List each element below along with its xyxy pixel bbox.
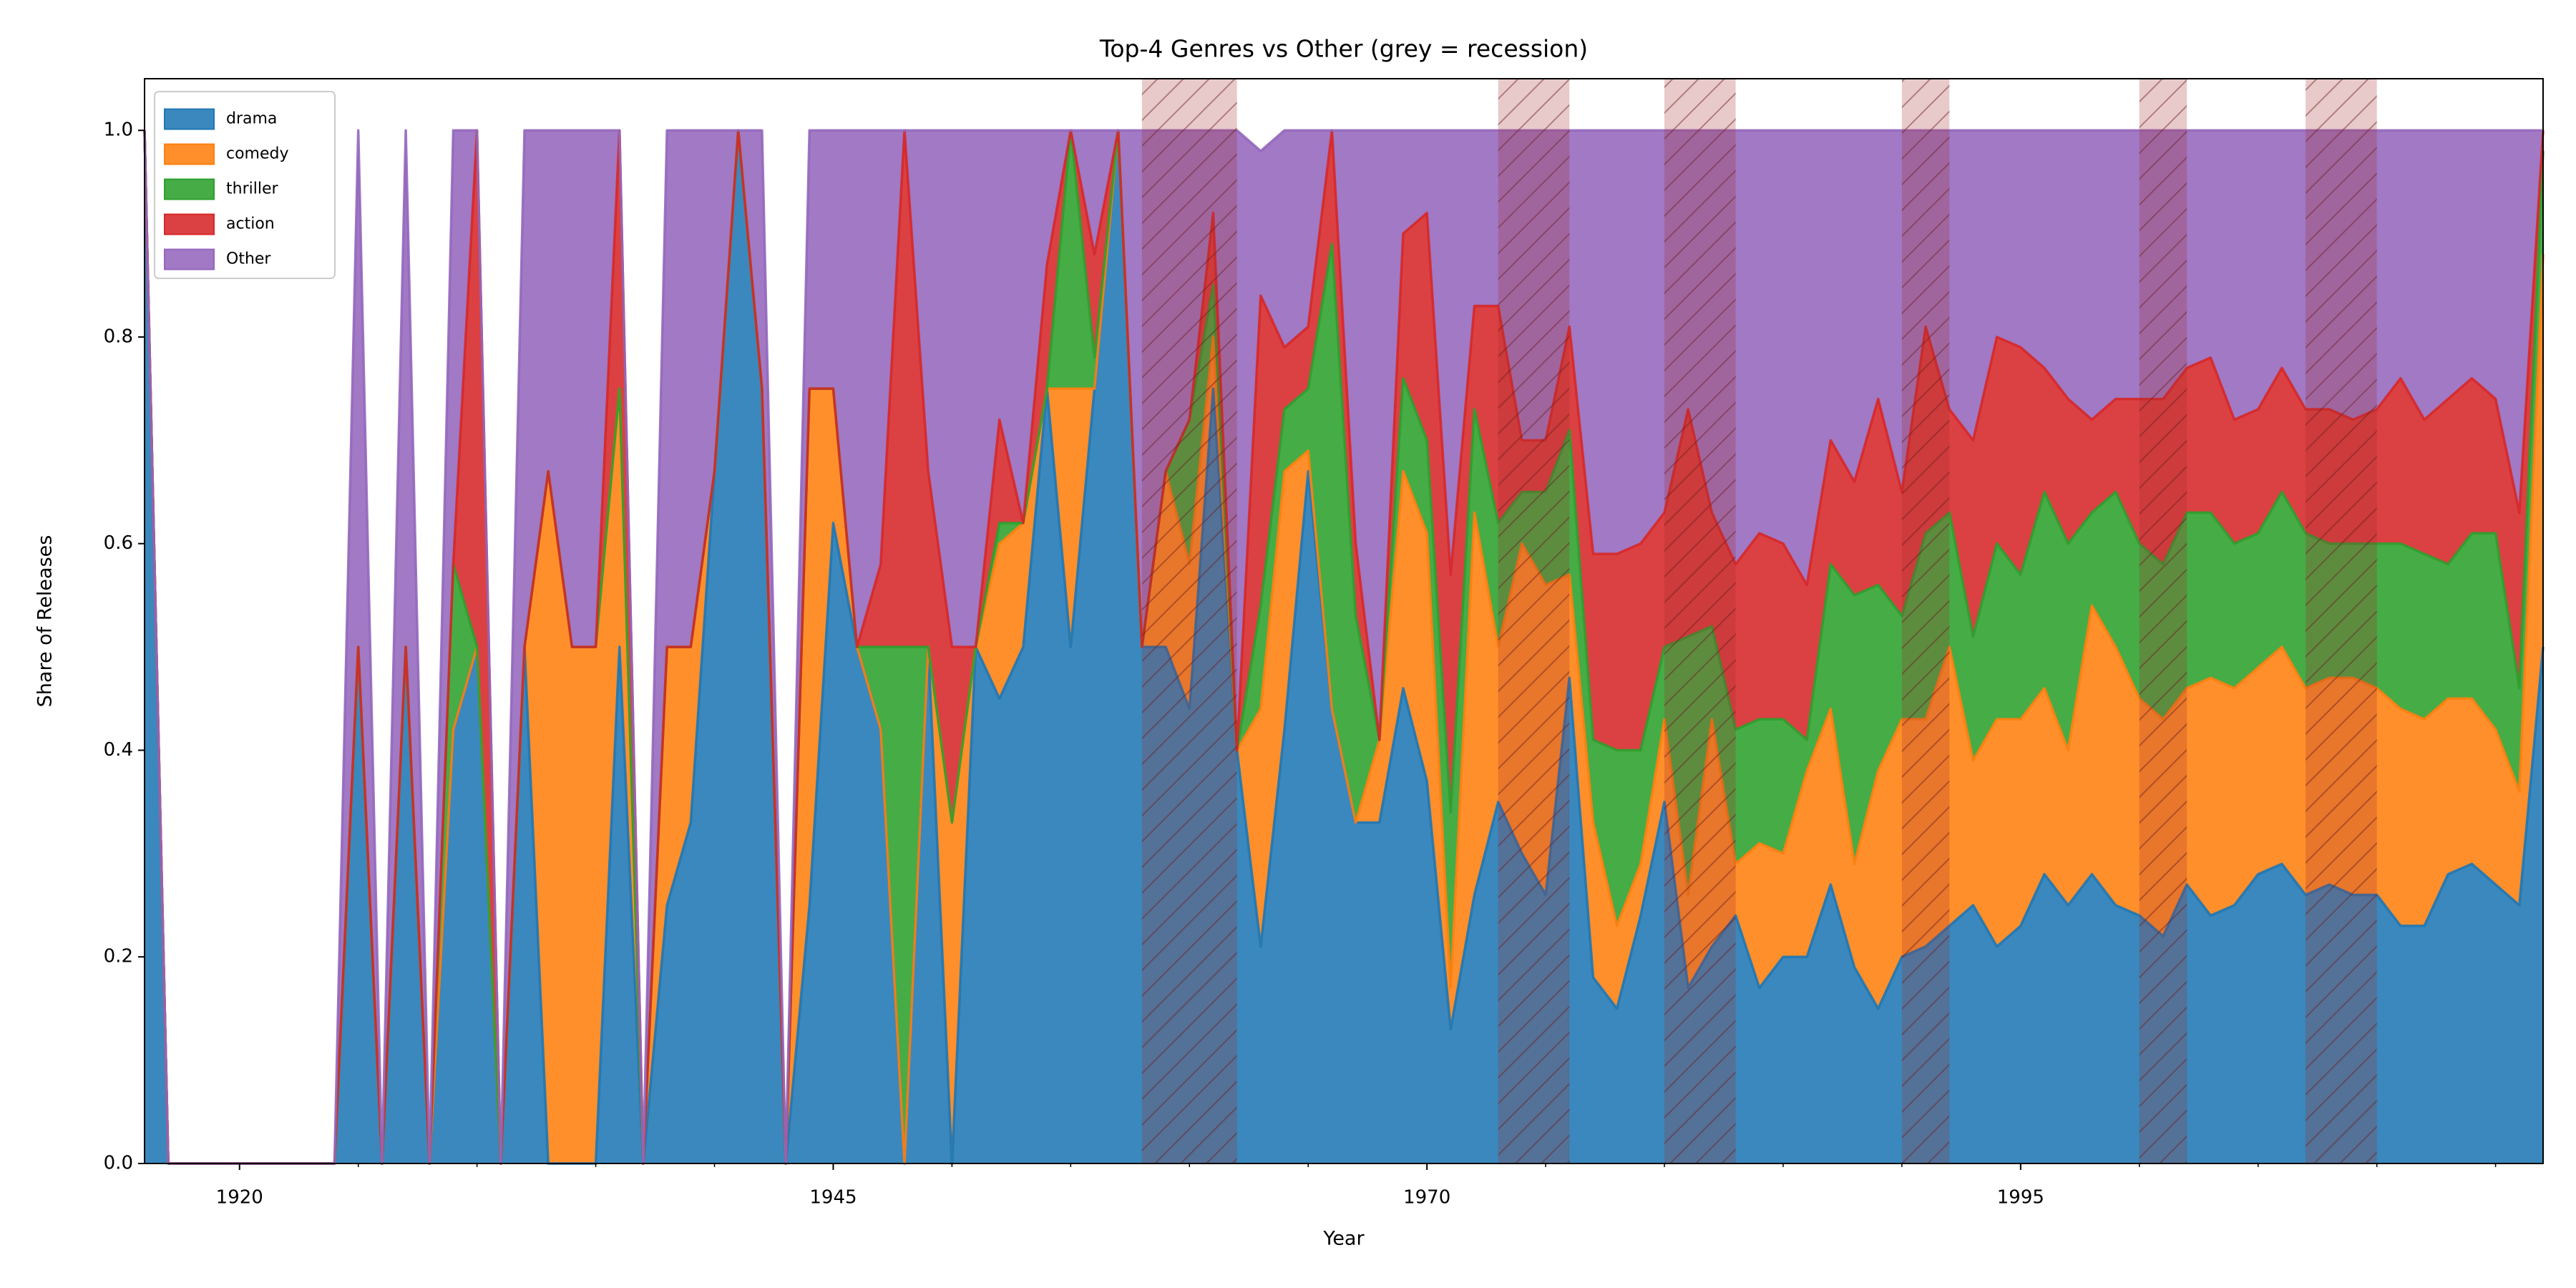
- legend-swatch: [164, 108, 215, 130]
- y-tick-label: 0.6: [104, 532, 133, 554]
- legend-label: drama: [226, 110, 277, 128]
- recession-hatch: [2306, 79, 2377, 1163]
- y-tick-label: 0.2: [104, 946, 133, 967]
- y-tick-label: 1.0: [104, 119, 133, 141]
- legend-label: Other: [226, 250, 271, 268]
- chart-title: Top-4 Genres vs Other (grey = recession): [1099, 35, 1588, 63]
- x-tick-label: 1995: [1997, 1187, 2044, 1209]
- recession-hatch: [2139, 79, 2187, 1163]
- legend-swatch: [164, 248, 215, 270]
- legend-swatch: [164, 178, 215, 200]
- plot-frame: [144, 78, 2544, 1164]
- recession-hatch: [1498, 79, 1570, 1163]
- area: [145, 130, 2543, 1164]
- x-tick-label: 1970: [1403, 1187, 1450, 1209]
- x-tick-label: 1920: [216, 1187, 263, 1209]
- recession-hatch: [1141, 79, 1237, 1163]
- legend-label: thriller: [226, 180, 278, 198]
- y-tick-label: 0.0: [104, 1153, 133, 1174]
- legend-label: comedy: [226, 145, 289, 163]
- legend: drama comedy thriller action Other: [154, 91, 336, 279]
- y-tick-label: 0.8: [104, 326, 133, 347]
- x-axis-label: Year: [1322, 1228, 1365, 1250]
- legend-swatch: [164, 213, 215, 235]
- y-axis-label: Share of Releases: [34, 535, 57, 708]
- area: [145, 130, 2543, 1164]
- legend-swatch: [164, 143, 215, 165]
- y-tick-label: 0.4: [104, 739, 133, 761]
- recession-hatch: [1901, 79, 1950, 1163]
- recession-hatch: [1664, 79, 1736, 1163]
- x-tick-label: 1945: [809, 1187, 857, 1209]
- legend-label: action: [226, 215, 275, 233]
